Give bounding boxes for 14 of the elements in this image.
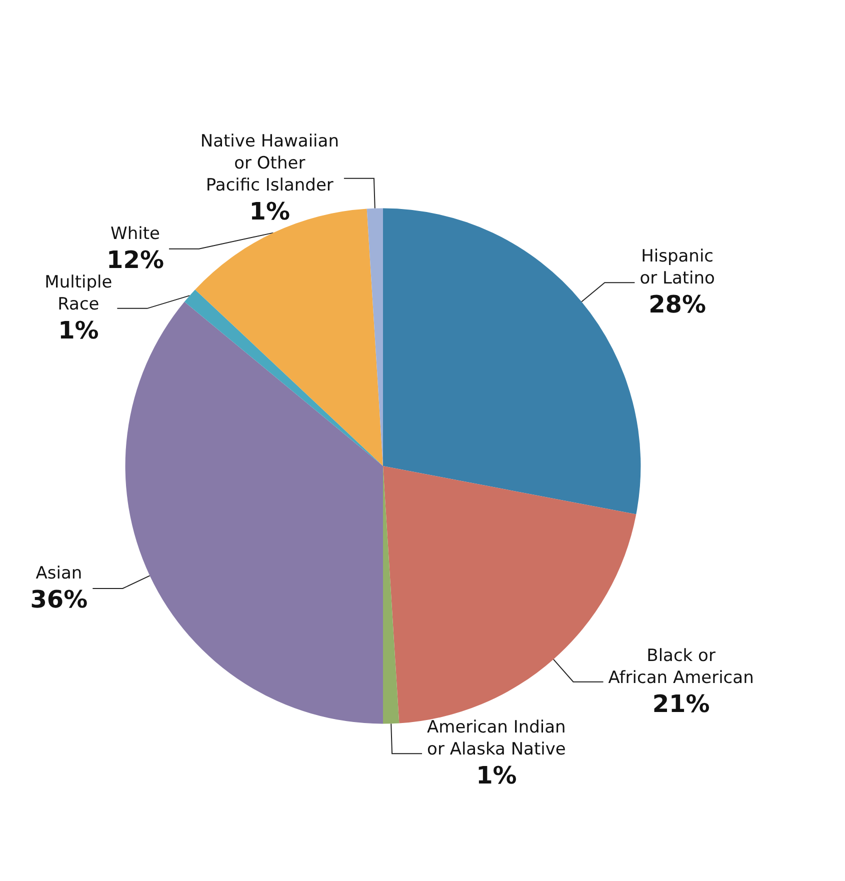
slice-label: White (110, 224, 160, 244)
slice-label: American Indian or Alaska Native (427, 718, 566, 760)
slice-label: Black or African American (608, 646, 754, 688)
data-label: 21% (652, 690, 710, 718)
slice-label: Asian (36, 564, 82, 584)
data-label: 12% (106, 246, 164, 274)
data-label: 36% (30, 586, 88, 614)
slice-label: Hispanic or Latino (640, 246, 715, 289)
data-label: 1% (476, 762, 517, 790)
slice-label: Native Hawaiian or Other Pacific Islander (200, 131, 339, 196)
data-label: 1% (58, 316, 99, 344)
slice-label: Multiple Race (44, 272, 112, 314)
data-label: 1% (249, 197, 290, 226)
data-label: 28% (648, 290, 706, 319)
